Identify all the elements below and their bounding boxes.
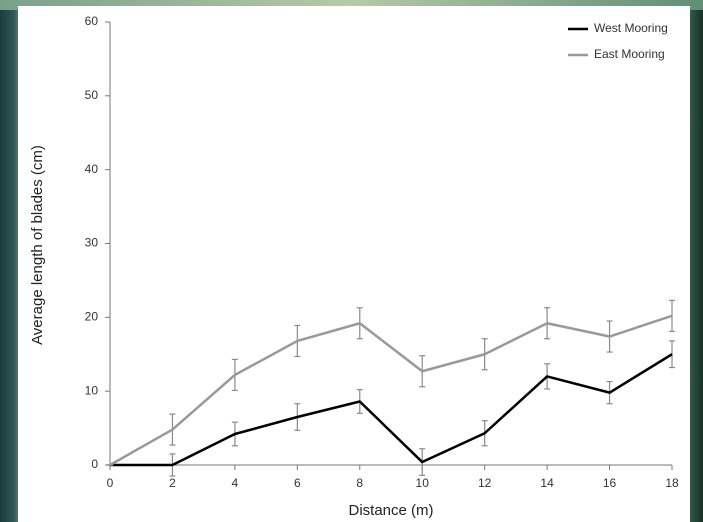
legend-label: East Mooring [594,47,665,61]
plot-panel [18,6,690,522]
y-tick-label: 30 [85,236,99,250]
y-tick-label: 60 [85,14,99,28]
x-tick-label: 6 [294,476,301,490]
x-tick-label: 8 [356,476,363,490]
y-axis-title: Average length of blades (cm) [29,145,46,345]
x-tick-label: 12 [478,476,492,490]
background-strip [0,0,703,10]
x-tick-label: 16 [603,476,617,490]
y-tick-label: 10 [85,383,99,397]
legend-label: West Mooring [594,21,668,35]
x-tick-label: 4 [232,476,239,490]
y-tick-label: 50 [85,88,99,102]
y-tick-label: 0 [91,457,98,471]
x-tick-label: 0 [107,476,114,490]
x-tick-label: 2 [169,476,176,490]
series-line [109,314,673,467]
x-axis-title: Distance (m) [348,502,433,519]
x-tick-label: 14 [540,476,554,490]
y-tick-label: 40 [85,162,99,176]
y-tick-label: 20 [85,310,99,324]
x-tick-label: 10 [416,476,430,490]
x-tick-label: 18 [665,476,679,490]
series-line [110,353,673,467]
